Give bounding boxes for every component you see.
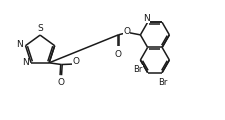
Text: Br: Br bbox=[158, 78, 168, 87]
Text: N: N bbox=[16, 40, 23, 49]
Text: S: S bbox=[37, 24, 43, 33]
Text: N: N bbox=[143, 14, 150, 23]
Text: Br: Br bbox=[134, 65, 143, 74]
Text: N: N bbox=[22, 58, 29, 67]
Text: O: O bbox=[57, 78, 64, 87]
Text: O: O bbox=[123, 27, 130, 36]
Text: O: O bbox=[115, 50, 122, 59]
Text: O: O bbox=[72, 57, 79, 66]
